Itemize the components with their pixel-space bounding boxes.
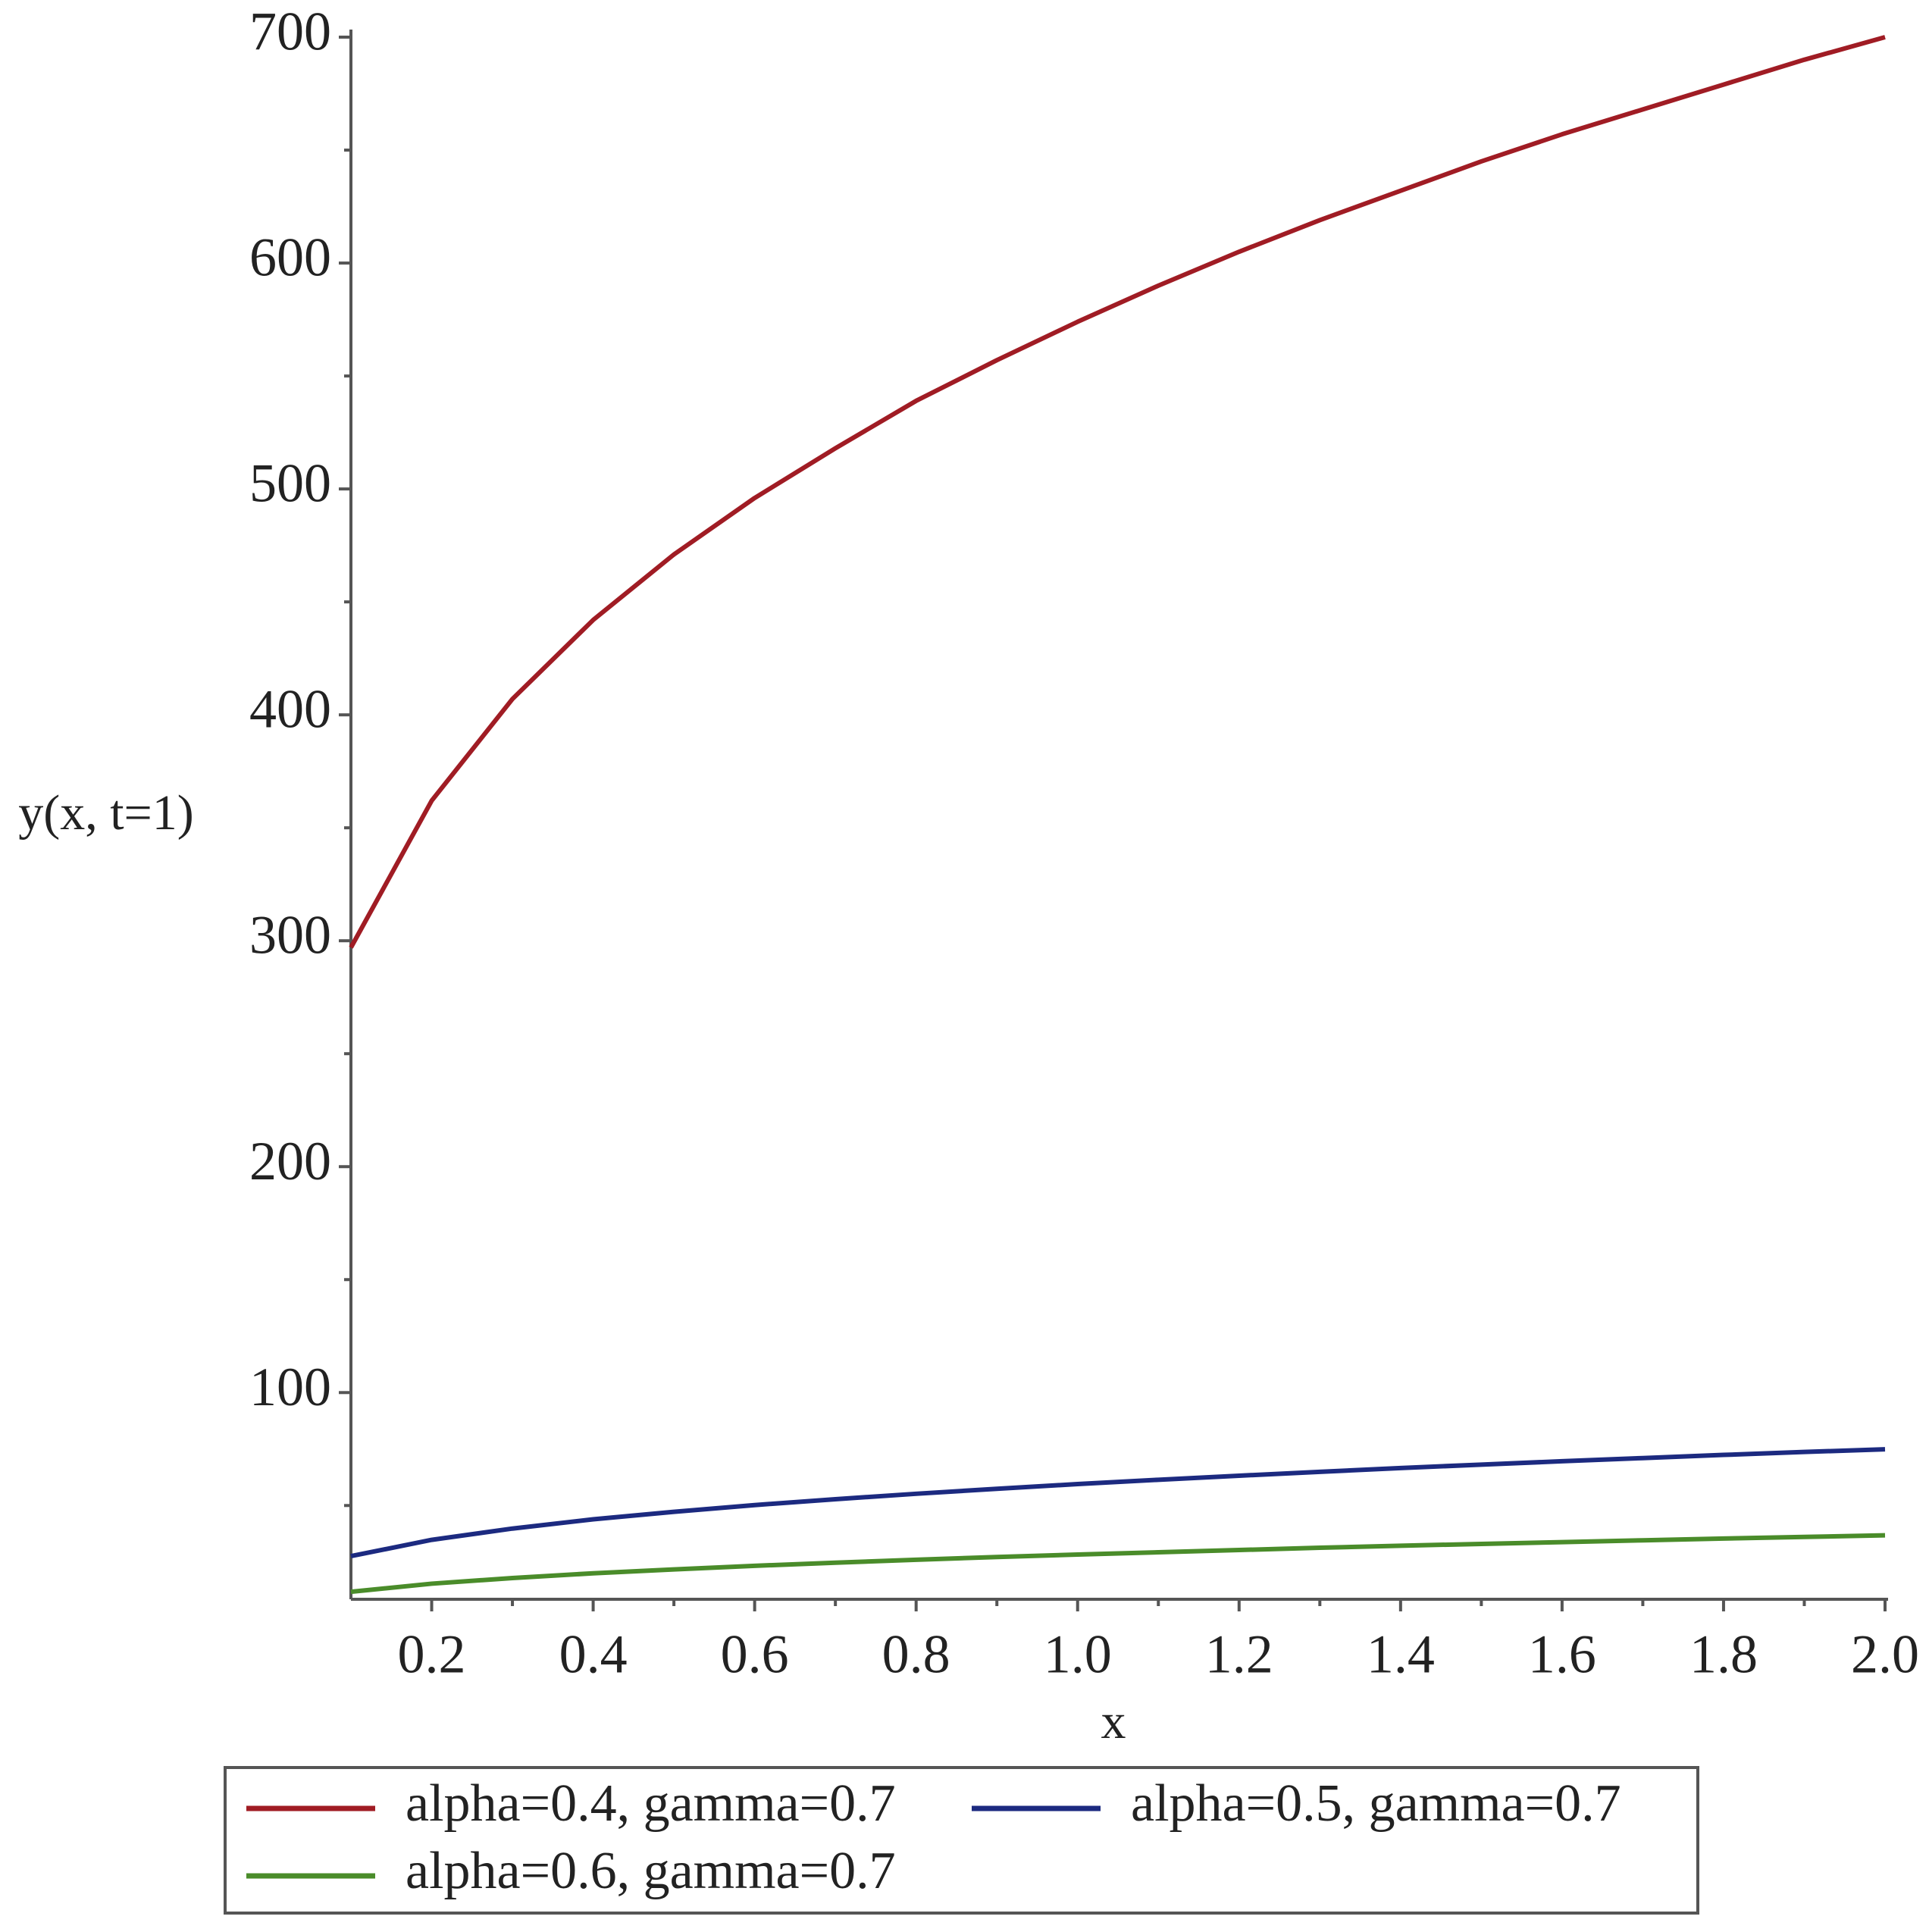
y-tick-label: 400 <box>249 679 331 740</box>
series-line <box>350 1447 1886 1559</box>
x-tick-label: 0.8 <box>882 1624 950 1685</box>
x-tick-label: 0.2 <box>398 1624 466 1685</box>
legend-box <box>224 1766 1699 1915</box>
y-tick-label: 700 <box>249 2 331 62</box>
legend-label: alpha=0.6, gamma=0.7 <box>406 1842 896 1900</box>
y-tick-label: 500 <box>249 453 331 514</box>
x-tick-label: 2.0 <box>1851 1624 1919 1685</box>
legend-label: alpha=0.4, gamma=0.7 <box>406 1774 896 1833</box>
x-tick-label: 1.0 <box>1044 1624 1112 1685</box>
x-tick-label: 1.6 <box>1528 1624 1596 1685</box>
x-tick-label: 0.4 <box>559 1624 628 1685</box>
y-tick-label: 300 <box>249 905 331 966</box>
y-tick-label: 200 <box>249 1131 331 1191</box>
series-line <box>350 1533 1886 1595</box>
x-axis-label: x <box>1101 1694 1126 1749</box>
y-axis-label: y(x, t=1) <box>18 785 194 841</box>
legend-label: alpha=0.5, gamma=0.7 <box>1131 1774 1621 1833</box>
x-tick-label: 0.6 <box>721 1624 789 1685</box>
x-tick-label: 1.4 <box>1367 1624 1435 1685</box>
series-line <box>349 35 1886 949</box>
y-tick-label: 100 <box>249 1357 331 1417</box>
x-tick-label: 1.8 <box>1689 1624 1758 1685</box>
y-tick-label: 600 <box>249 227 331 288</box>
x-tick-label: 1.2 <box>1205 1624 1273 1685</box>
